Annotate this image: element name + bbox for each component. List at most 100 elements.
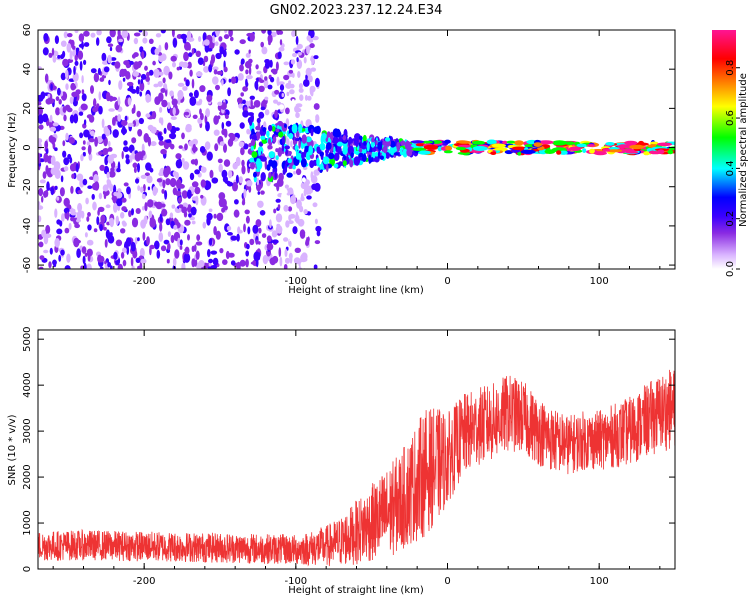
heatmap-cell [121,30,129,39]
heatmap-cell [80,154,84,162]
heatmap-cell [276,225,283,234]
heatmap-cell [270,76,275,83]
heatmap-cell [309,43,315,49]
heatmap-cell [215,230,221,240]
heatmap-cell [38,215,42,223]
heatmap-cell [198,98,203,104]
heatmap-cell [445,145,452,151]
heatmap-cell [153,83,159,88]
heatmap-cell [239,64,244,72]
heatmap-cell [195,71,203,77]
heatmap-cell [131,208,134,216]
heatmap-cell [144,172,150,177]
heatmap-cell [43,249,49,254]
heatmap-cell [120,228,126,234]
heatmap-cell [112,117,116,126]
heatmap-cell [362,134,367,143]
heatmap-cell [290,59,296,65]
heatmap-cell [275,61,279,71]
heatmap-cell [127,122,134,127]
heatmap-cell [74,54,78,62]
heatmap-cell [181,61,189,68]
heatmap-cell [537,140,554,145]
heatmap-cell [343,154,347,161]
heatmap-cell [150,141,157,147]
heatmap-cell [355,141,359,148]
heatmap-cell [255,125,261,131]
heatmap-cell [191,181,199,188]
heatmap-cell [81,89,85,95]
heatmap-cell [41,195,44,203]
heatmap-cell [205,121,210,132]
heatmap-cell [288,151,292,155]
heatmap-cell [264,76,268,81]
heatmap-cell [187,61,192,69]
heatmap-cell [266,242,274,251]
heatmap-cell [250,139,256,146]
heatmap-cell [175,153,182,160]
heatmap-cell [132,249,138,259]
heatmap-cell [317,167,321,171]
heatmap-cell [238,103,243,109]
heatmap-cell [242,86,249,92]
heatmap-cell [57,87,61,96]
heatmap-cell [203,66,210,73]
heatmap-cell [260,41,265,48]
heatmap-cell [275,128,280,133]
heatmap-cell [303,56,307,64]
heatmap-cell [342,160,347,167]
y-tick-label: -60 [22,257,33,273]
heatmap-cell [315,114,320,123]
heatmap-cell [418,150,431,155]
heatmap-cell [287,187,294,195]
heatmap-cell [245,81,249,87]
heatmap-cell [225,250,230,260]
heatmap-cell [148,38,154,44]
heatmap-cell [358,135,363,141]
heatmap-cell [295,112,300,119]
heatmap-cell [131,217,139,228]
heatmap-cell [292,164,296,170]
heatmap-cell [58,254,62,262]
heatmap-cell [296,57,299,63]
heatmap-cell [206,181,212,190]
heatmap-cell [248,66,252,75]
heatmap-cell [181,158,185,163]
heatmap-cell [208,64,213,73]
heatmap-cell [172,257,177,267]
heatmap-cell [284,145,291,150]
heatmap-cell [279,39,283,46]
heatmap-cell [217,158,223,164]
heatmap-cell [208,262,212,267]
heatmap-cell [273,99,278,104]
heatmap-cell [108,79,111,86]
heatmap-cell [216,70,223,75]
heatmap-cell [297,71,301,78]
x-tick-label: 0 [444,276,450,287]
heatmap-cell [184,219,191,226]
heatmap-cell [200,166,205,173]
heatmap-cell [194,158,198,166]
heatmap-cell [69,96,74,105]
heatmap-cell [288,73,294,78]
heatmap-cell [53,161,61,171]
heatmap-cell [66,211,70,221]
heatmap-cell [234,199,239,205]
heatmap-cell [602,148,611,152]
heatmap-cell [115,198,123,207]
heatmap-cell [559,150,568,155]
heatmap-cell [667,149,674,155]
heatmap-cell [135,257,141,263]
heatmap-cell [301,134,307,144]
heatmap-cell [38,188,44,197]
heatmap-cell [384,137,391,142]
heatmap-cell [239,39,246,45]
heatmap-cell [92,201,97,211]
heatmap-cell [406,148,413,157]
heatmap-cell [90,68,97,74]
heatmap-cell [164,42,169,51]
heatmap-cell [195,50,201,57]
heatmap-cell [125,154,130,160]
heatmap-cell [48,261,52,269]
